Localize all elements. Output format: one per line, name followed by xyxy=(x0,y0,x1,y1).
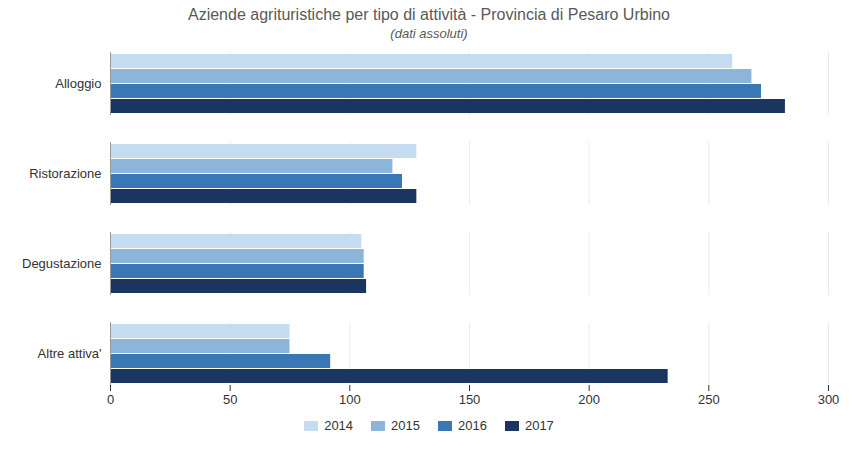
svg-text:300: 300 xyxy=(818,392,840,407)
svg-text:200: 200 xyxy=(578,392,600,407)
svg-text:Ristorazione: Ristorazione xyxy=(29,166,101,181)
html-text:(dati assoluti): (dati assoluti) xyxy=(390,26,468,41)
svg-text:Degustazione: Degustazione xyxy=(22,256,102,271)
svg-text:100: 100 xyxy=(339,392,361,407)
html-text:2015: 2015 xyxy=(391,418,420,433)
html-text:2016: 2016 xyxy=(458,418,487,433)
svg-text:150: 150 xyxy=(459,392,481,407)
svg-text:Alloggio: Alloggio xyxy=(55,76,101,91)
svg-text:50: 50 xyxy=(223,392,237,407)
html-text:2017: 2017 xyxy=(524,418,554,433)
svg-text:0: 0 xyxy=(107,392,114,407)
svg-text:Altre attiva': Altre attiva' xyxy=(38,346,102,361)
html-text:Aziende agrituristiche per tip: Aziende agrituristiche per tipo di attiv… xyxy=(188,6,670,23)
html-text:2014: 2014 xyxy=(324,418,354,433)
svg-text:250: 250 xyxy=(698,392,720,407)
